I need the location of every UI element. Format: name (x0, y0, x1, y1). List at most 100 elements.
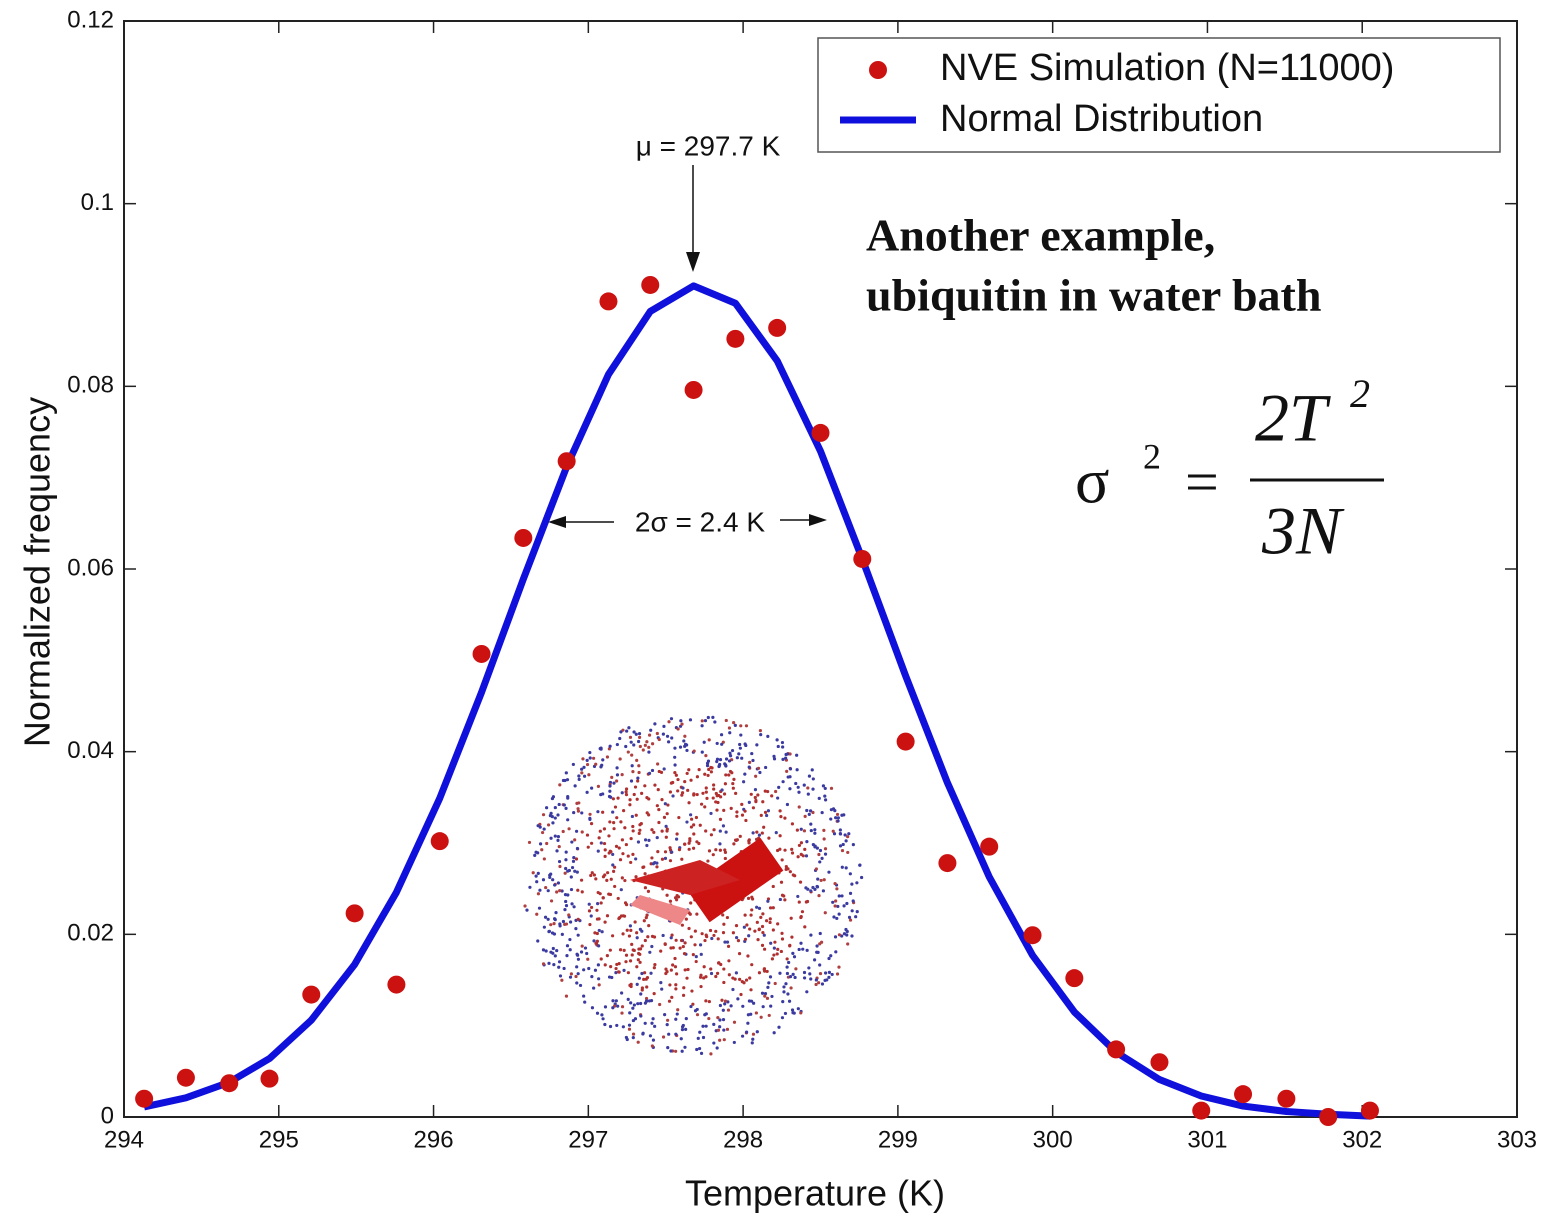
molecule-dot (829, 954, 833, 958)
formula: 2T (1255, 380, 1331, 456)
molecule-dot (590, 841, 594, 845)
molecule-dot (793, 874, 797, 878)
molecule-dot (615, 742, 619, 747)
molecule-dot (684, 1017, 688, 1021)
molecule-dot (629, 836, 633, 841)
molecule-dot (704, 754, 708, 758)
molecule-dot (785, 971, 790, 976)
molecule-dot (625, 928, 629, 932)
molecule-dot (768, 906, 773, 910)
legend-marker (869, 61, 887, 79)
molecule-dot (820, 856, 824, 860)
molecule-dot (541, 962, 546, 966)
molecule-dot (791, 951, 795, 955)
molecule-dot (603, 1005, 608, 1009)
molecule-dot (736, 997, 740, 1001)
note: ubiquitin in water bath (866, 270, 1321, 321)
molecule-dot (744, 724, 749, 728)
molecule-dot (599, 841, 603, 845)
x-tick-label: 302 (1342, 1126, 1382, 1153)
molecule-dot (596, 849, 600, 853)
molecule-dot (635, 982, 639, 986)
molecule-dot (639, 992, 643, 996)
molecule-dot (619, 730, 623, 734)
molecule-dot (541, 948, 546, 952)
molecule-dot (557, 859, 562, 864)
molecule-dot (538, 842, 543, 846)
molecule-dot (810, 768, 814, 772)
molecule-dot (643, 938, 647, 943)
molecule-dot (590, 871, 594, 875)
molecule-dot (747, 765, 751, 769)
data-point (641, 275, 660, 294)
data-point (135, 1089, 154, 1108)
molecule-dot (683, 842, 687, 846)
molecule-dot (764, 919, 769, 923)
molecule-dot (720, 788, 724, 792)
molecule-dot (692, 832, 696, 836)
molecule-dot (660, 987, 664, 991)
molecule-dot (558, 924, 562, 928)
molecule-dot (621, 852, 625, 856)
molecule-dot (837, 933, 842, 937)
molecule-dot (597, 836, 601, 840)
molecule-dot (636, 958, 640, 962)
molecule-dot (791, 972, 795, 976)
molecule-dot (658, 1002, 662, 1007)
molecule-dot (787, 960, 791, 965)
molecule-dot (686, 788, 690, 792)
molecule-dot (622, 809, 626, 813)
data-point (345, 904, 364, 923)
molecule-dot (776, 796, 780, 800)
molecule-dot (749, 792, 753, 796)
molecule-dot (731, 987, 735, 992)
molecule-dot (668, 846, 672, 850)
molecule-dot (766, 734, 770, 738)
molecule-dot (580, 944, 584, 948)
molecule-dot (659, 981, 663, 985)
molecule-dot (601, 758, 605, 762)
molecule-dot (747, 800, 751, 805)
molecule-dot (638, 927, 642, 931)
x-axis-label: Temperature (K) (685, 1173, 945, 1214)
molecule-dot (565, 954, 569, 958)
molecule-dot (605, 878, 609, 882)
molecule-dot (702, 740, 706, 744)
molecule-dot (670, 850, 674, 854)
molecule-dot (729, 806, 733, 810)
molecule-dot (733, 723, 737, 728)
y-tick-label: 0 (101, 1102, 114, 1129)
molecule-dot (544, 949, 548, 953)
molecule-dot (760, 924, 765, 929)
molecule-dot (806, 887, 810, 891)
molecule-dot (637, 831, 641, 836)
molecule-dot (692, 792, 696, 796)
molecule-dot (706, 859, 710, 863)
molecule-dot (733, 977, 737, 981)
molecule-dot (590, 1006, 595, 1010)
molecule-dot (712, 1041, 716, 1045)
molecule-dot (689, 813, 693, 817)
molecule-dot (701, 1035, 706, 1040)
molecule-dot (785, 965, 789, 969)
molecule-dot (737, 952, 742, 956)
molecule-dot (709, 770, 713, 774)
molecule-dot (668, 899, 673, 903)
molecule-dot (597, 944, 601, 948)
molecule-dot (523, 904, 527, 908)
molecule-dot (711, 796, 715, 800)
molecule-dot (569, 972, 574, 976)
plot: 294 295 296 297 298 299 300 301 302 303 0 0.02 0.04 0… (67, 6, 1537, 1153)
molecule-dot (542, 827, 546, 831)
molecule-dot (642, 919, 646, 923)
molecule-dot (611, 934, 615, 938)
molecule-dot (535, 912, 539, 916)
molecule-dot (778, 847, 782, 851)
molecule-dot (709, 967, 713, 971)
molecule-dot (779, 815, 783, 819)
molecule-dot (827, 956, 831, 961)
molecule-dot (621, 914, 625, 918)
molecule-dot (681, 786, 685, 790)
molecule-dot (624, 790, 628, 794)
molecule-dot (799, 852, 803, 857)
